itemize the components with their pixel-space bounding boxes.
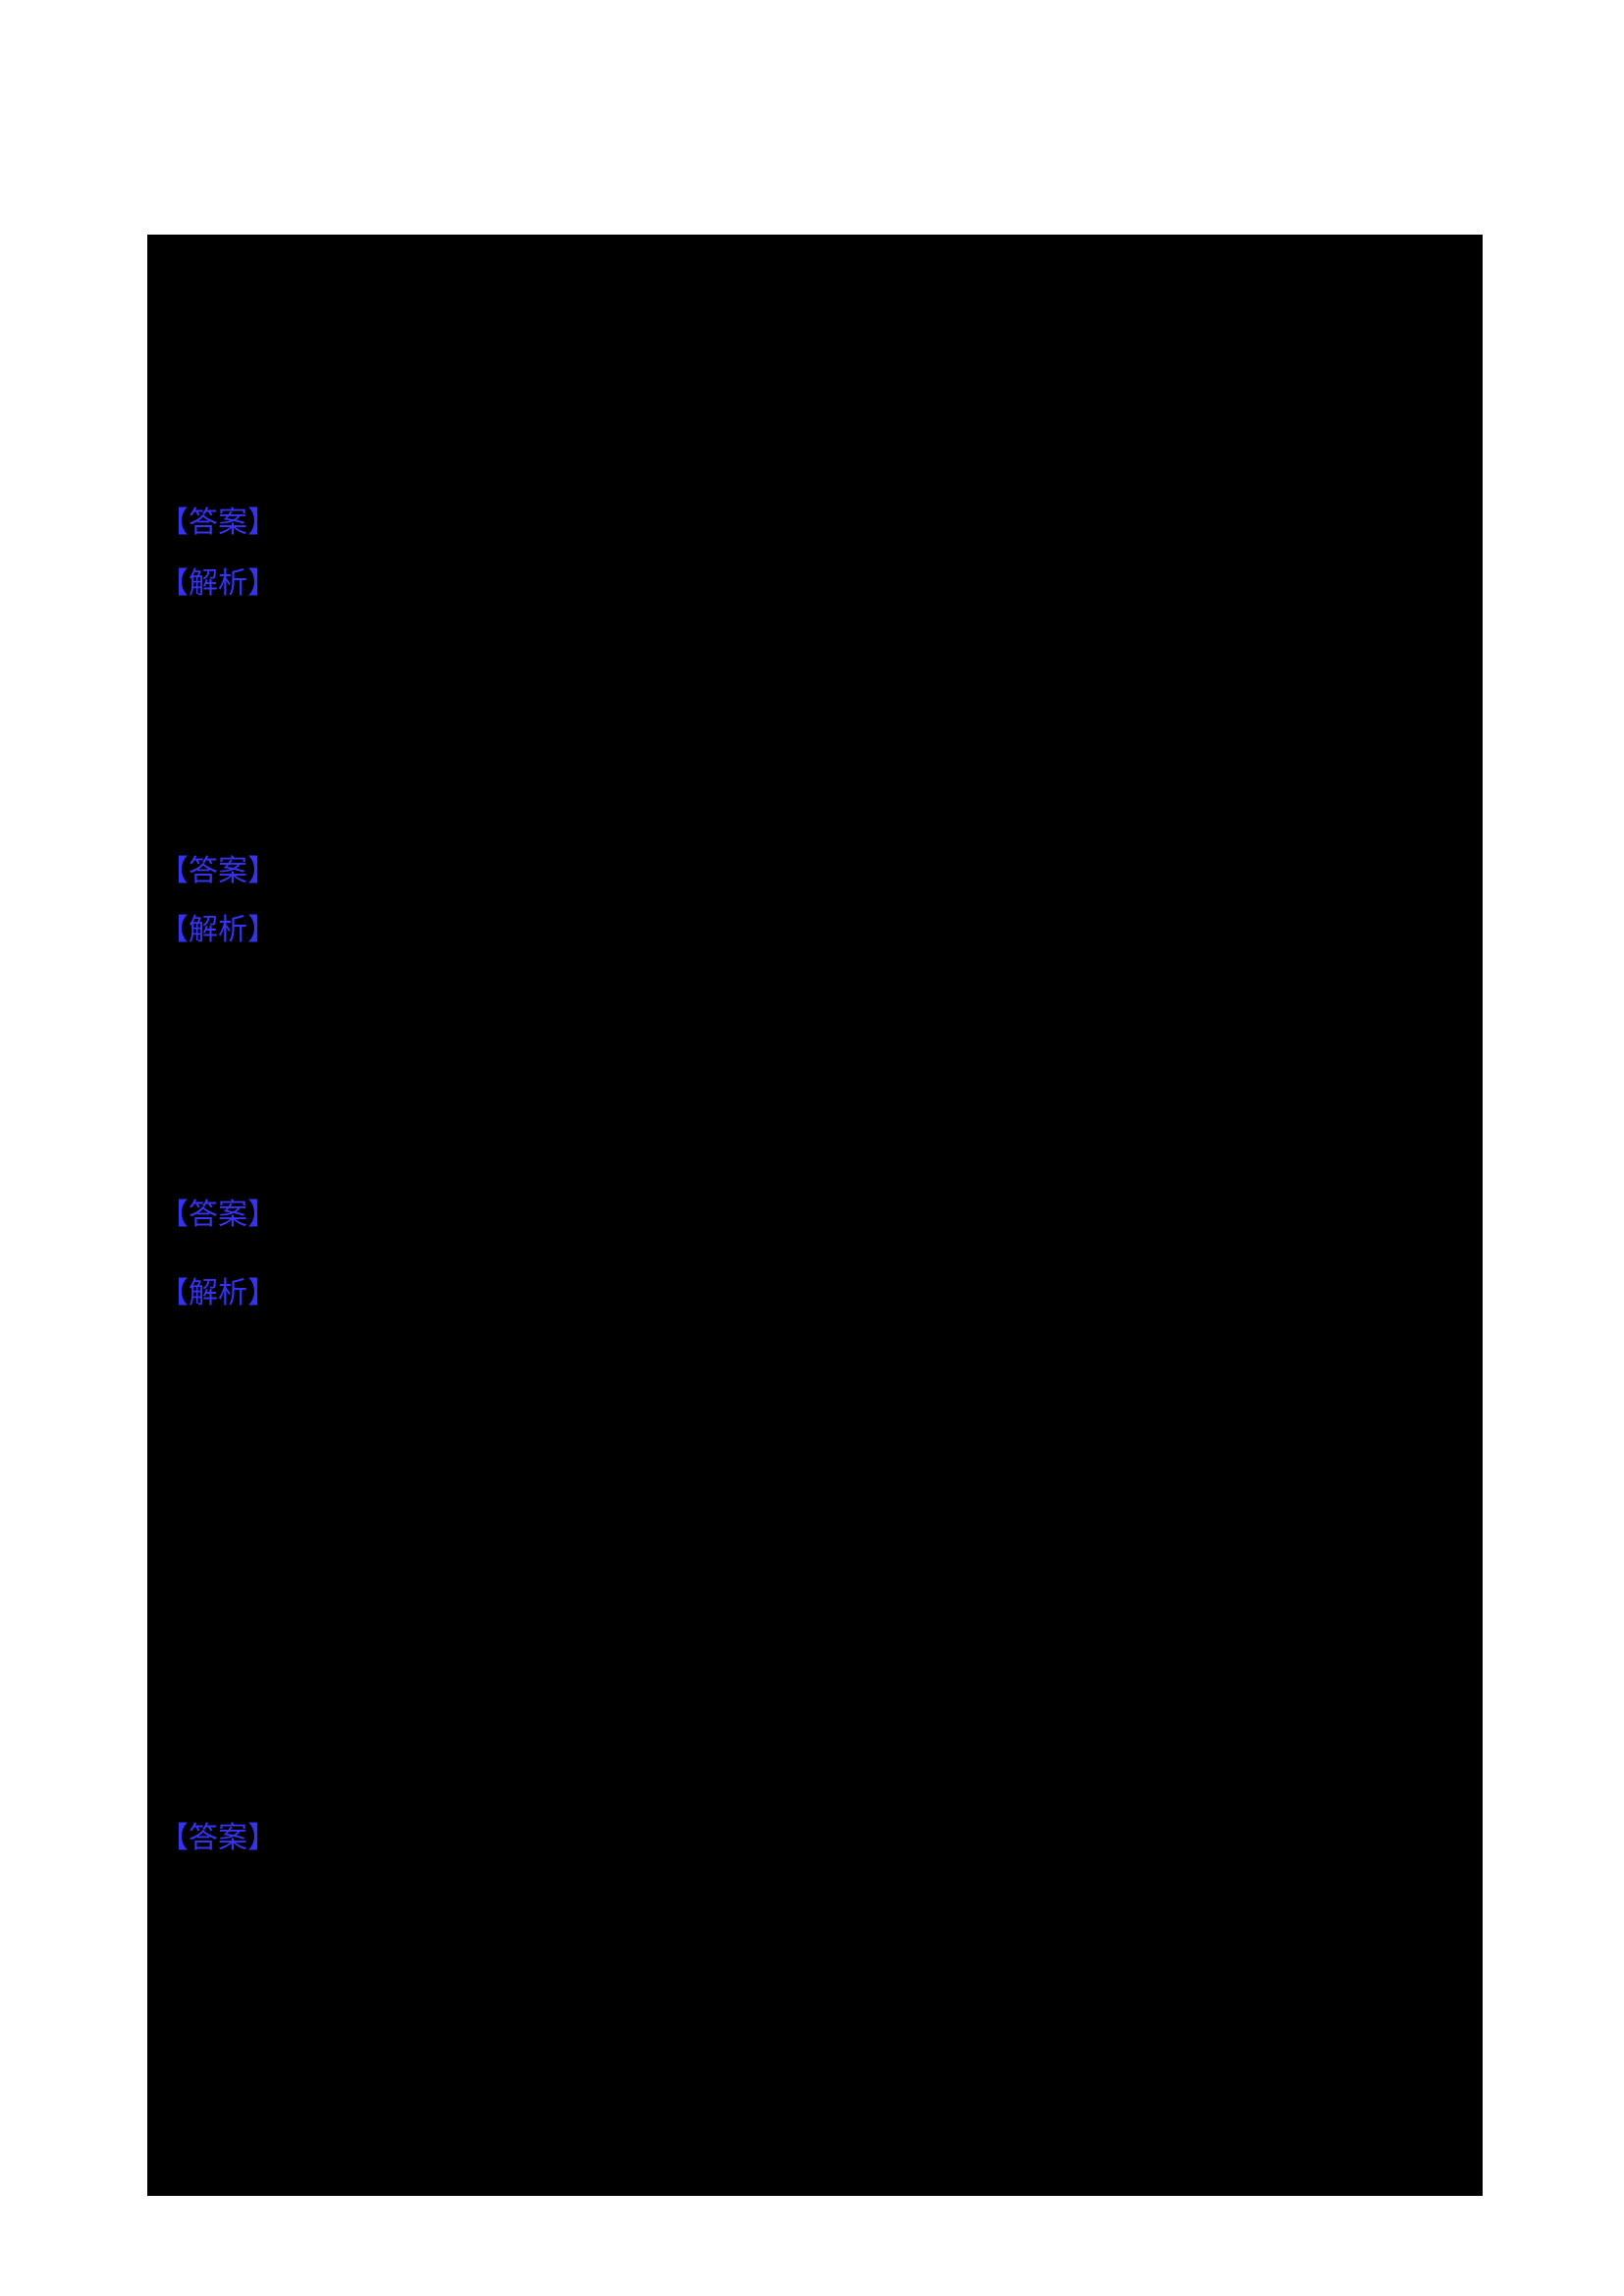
analysis-label: 【解析】 bbox=[159, 914, 277, 946]
answer-label: 【答案】 bbox=[159, 1199, 277, 1231]
answer-label: 【答案】 bbox=[159, 1822, 277, 1854]
analysis-label: 【解析】 bbox=[159, 567, 277, 600]
analysis-label: 【解析】 bbox=[159, 1277, 277, 1309]
answer-label: 【答案】 bbox=[159, 507, 277, 539]
answer-label: 【答案】 bbox=[159, 855, 277, 887]
document-content-region: 【答案】 【解析】 【答案】 【解析】 【答案】 【解析】 【答案】 bbox=[147, 235, 1483, 2196]
